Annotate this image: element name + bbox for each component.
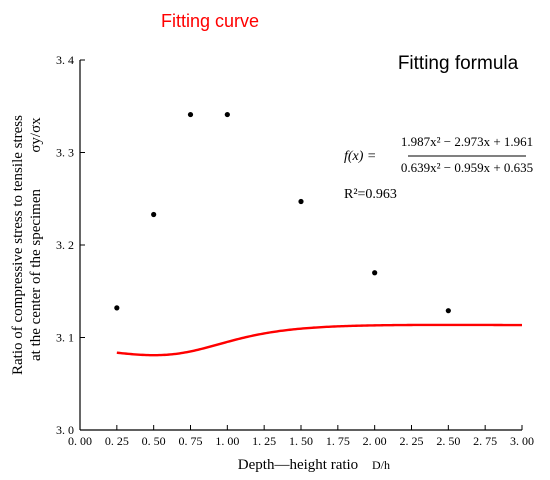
x-tick-label: 0. 75 <box>179 434 203 448</box>
formula-heading: Fitting formula <box>398 53 519 74</box>
x-tick-label: 0. 00 <box>68 434 92 448</box>
y-tick-label: 3. 0 <box>56 423 74 437</box>
x-tick-label: 1. 50 <box>289 434 313 448</box>
data-point <box>372 270 378 276</box>
x-tick-label: 3. 00 <box>510 434 534 448</box>
x-tick-label: 0. 50 <box>142 434 166 448</box>
chart-title: Fitting curve <box>161 11 259 31</box>
x-tick-label: 2. 25 <box>400 434 424 448</box>
r-squared: R²=0.963 <box>344 187 397 202</box>
formula-lhs: f(x) = <box>344 149 376 164</box>
y-tick-label: 3. 2 <box>56 238 74 252</box>
y-axis-label: Ratio of compressive stress to tensile s… <box>10 115 26 375</box>
x-tick-label: 2. 75 <box>473 434 497 448</box>
plot-area: 0. 00 0. 25 0. 50 0. 75 1. 00 1. 25 1. 50 1. 75… <box>56 53 534 448</box>
data-point <box>445 308 451 314</box>
y-axis-label-2: at the center of the specimen σy/σx <box>28 117 44 361</box>
x-tick-label: 1. 25 <box>252 434 276 448</box>
x-tick-label: 0. 25 <box>105 434 129 448</box>
y-ticks: 3. 0 3. 1 3. 2 3. 3 3. 4 <box>56 53 85 437</box>
data-point <box>224 111 230 118</box>
data-point <box>187 111 194 118</box>
fit-curve <box>116 323 522 357</box>
formula-numerator: 1.987x² − 2.973x + 1.961 <box>401 134 533 149</box>
y-axis-label-line2: at the center of the specimen <box>28 189 44 362</box>
x-tick-label: 2. 50 <box>436 434 460 448</box>
formula-denominator: 0.639x² − 0.959x + 0.635 <box>401 160 533 175</box>
y-axis-symbol: σy/σx <box>28 117 44 153</box>
x-tick-label: 1. 75 <box>326 434 350 448</box>
y-tick-label: 3. 1 <box>56 331 74 345</box>
x-ticks: 0. 00 0. 25 0. 50 0. 75 1. 00 1. 25 1. 50 1. 75… <box>68 425 534 448</box>
x-tick-label: 2. 00 <box>363 434 387 448</box>
formula: f(x) = 1.987x² − 2.973x + 1.961 0.639x² … <box>344 134 533 202</box>
data-point <box>298 198 304 205</box>
y-tick-label: 3. 4 <box>56 53 74 67</box>
x-tick-label: 1. 00 <box>215 434 239 448</box>
x-axis-label: Depth—height ratio <box>238 457 358 473</box>
data-points <box>114 111 451 314</box>
y-axis-label-line1: Ratio of compressive stress to tensile s… <box>10 115 26 375</box>
data-point <box>114 305 120 311</box>
x-axis-unit: D/h <box>372 458 390 472</box>
data-point <box>151 211 157 218</box>
y-tick-label: 3. 3 <box>56 146 74 160</box>
